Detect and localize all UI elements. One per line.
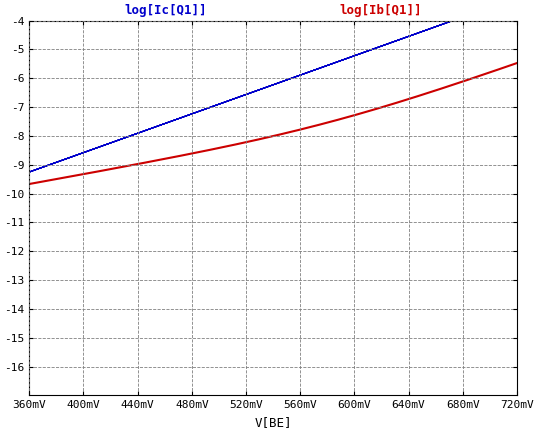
Text: log[Ic[Q1]]: log[Ic[Q1]]	[125, 4, 207, 17]
Text: log[Ib[Q1]]: log[Ib[Q1]]	[339, 4, 422, 17]
X-axis label: V[BE]: V[BE]	[254, 416, 292, 429]
